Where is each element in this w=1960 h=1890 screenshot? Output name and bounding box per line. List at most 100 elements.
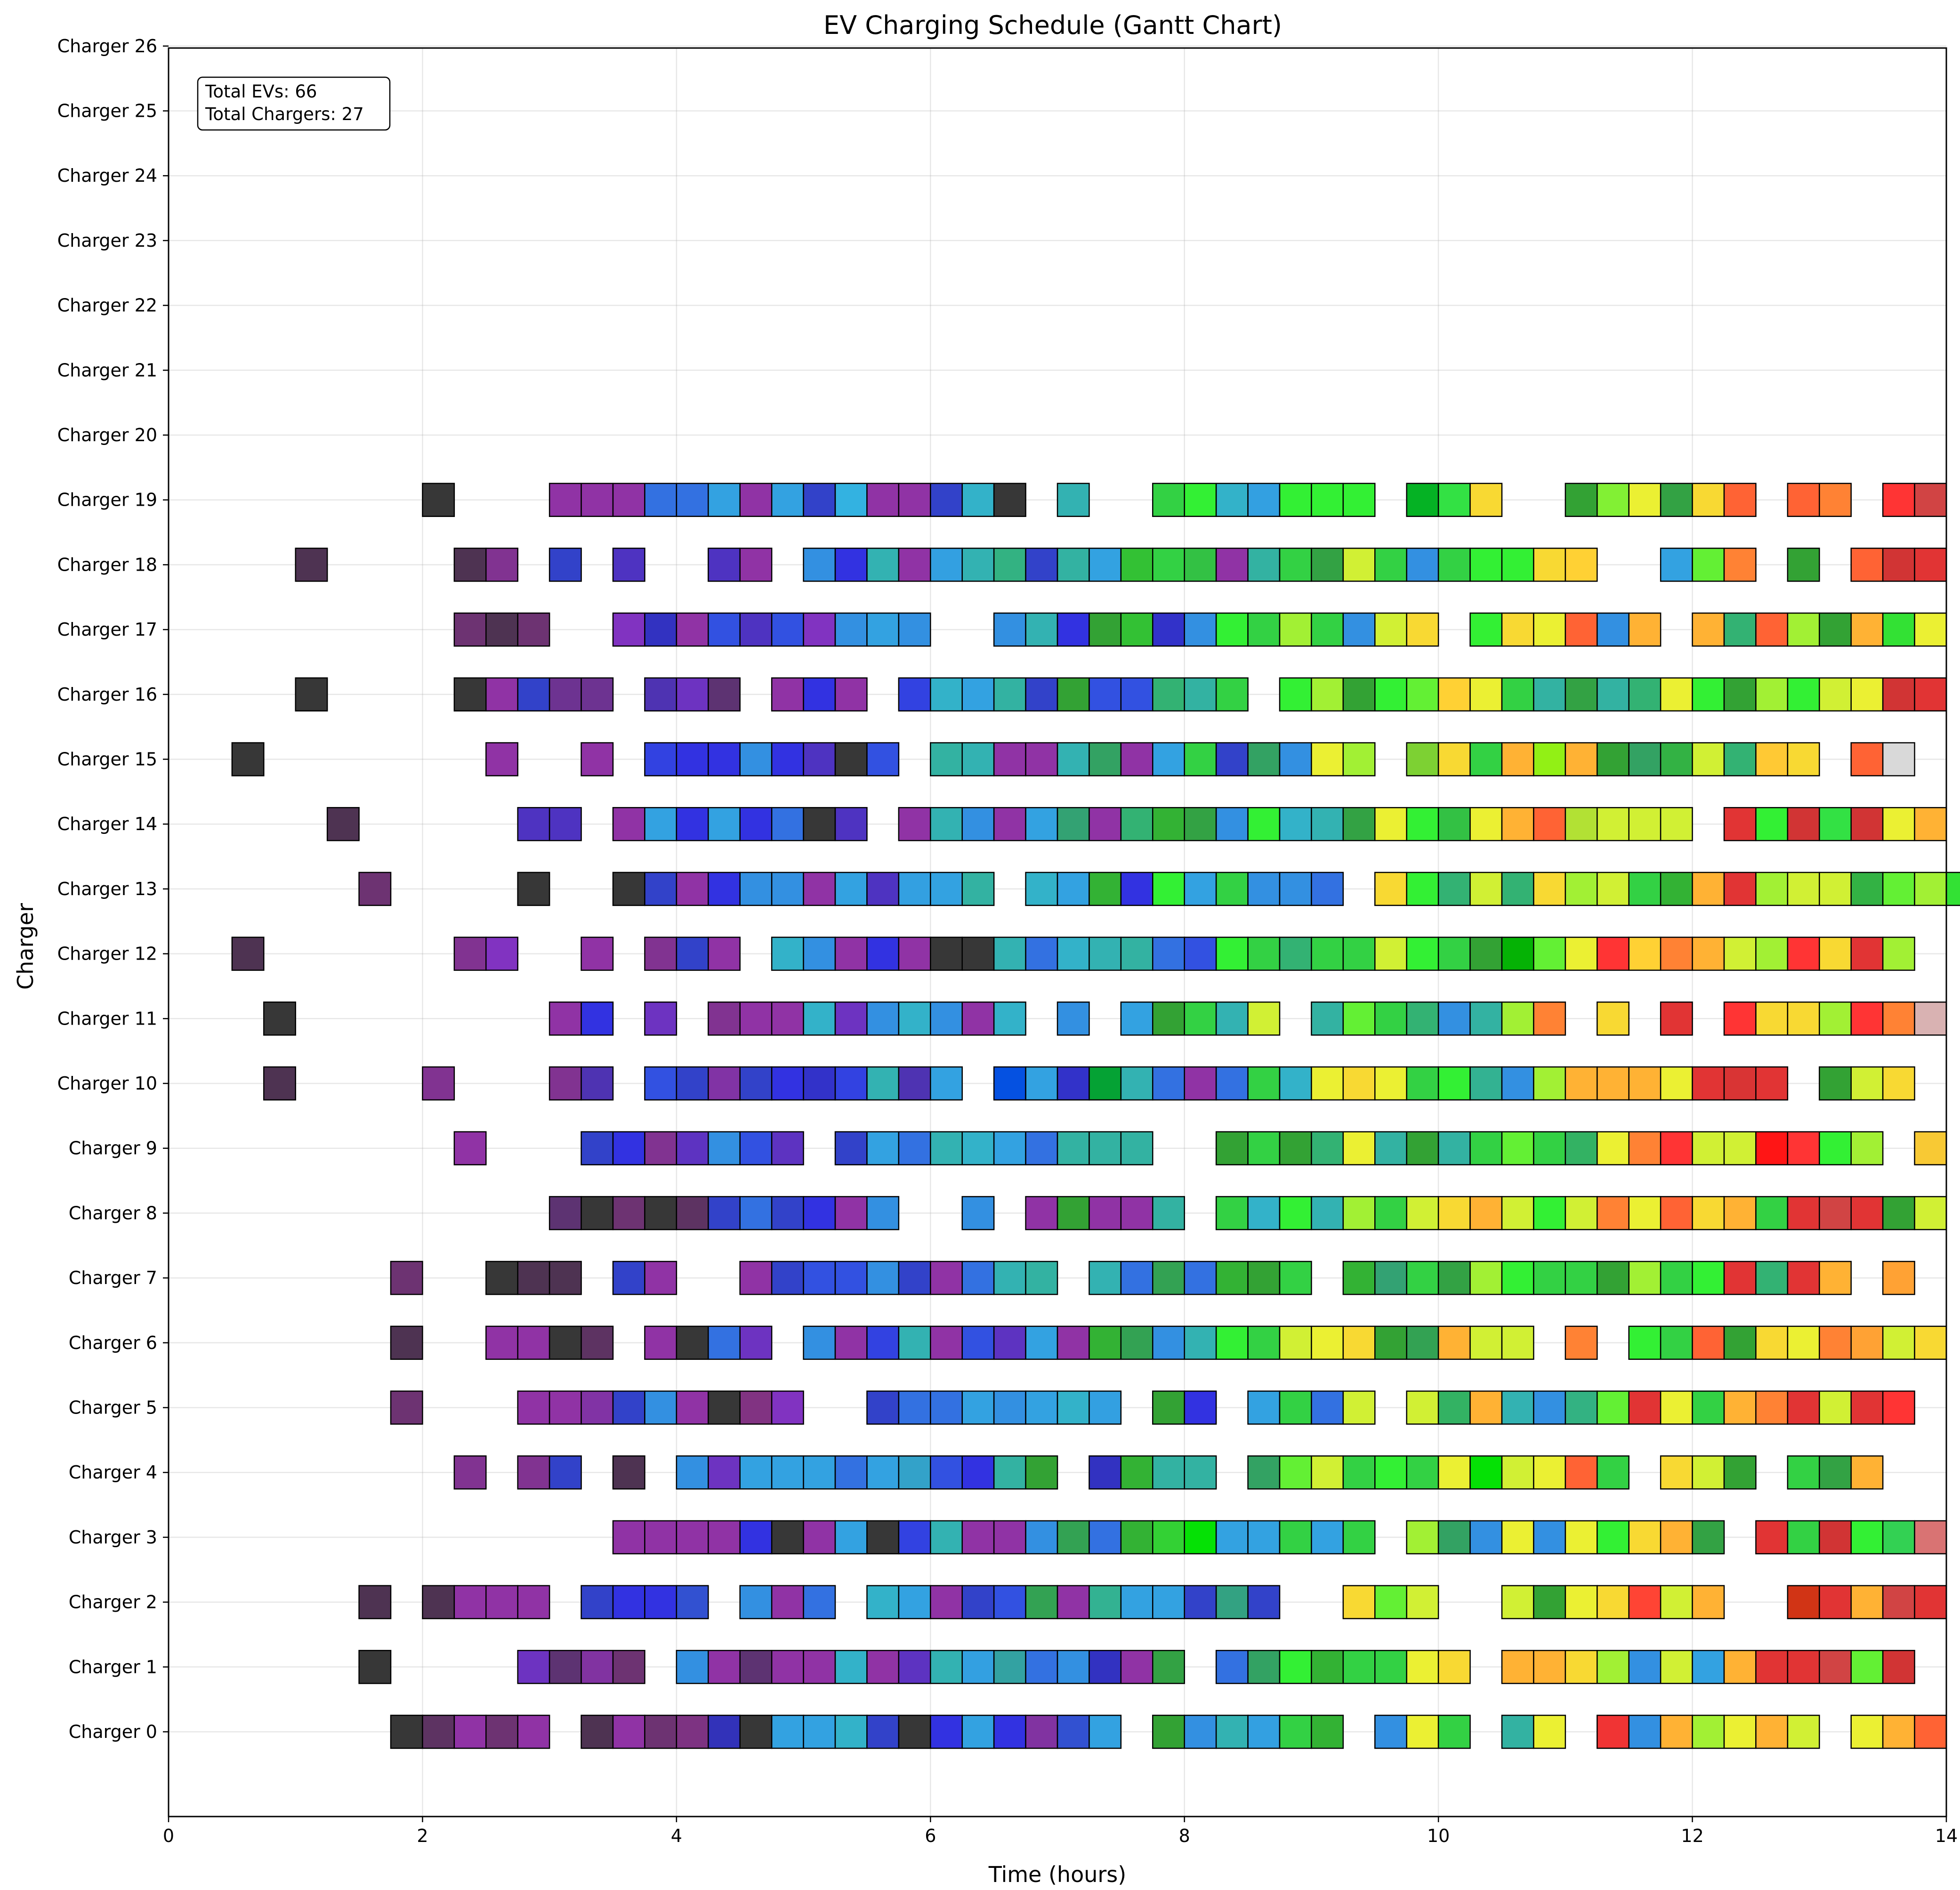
session-bar-charger-6-slot-26 [993, 1325, 1026, 1360]
session-bar-charger-6-slot-17 [708, 1325, 741, 1360]
session-bar-charger-1-slot-36 [1311, 1650, 1344, 1684]
session-bar-charger-9-slot-41 [1469, 1131, 1503, 1165]
session-bar-charger-18-slot-32 [1184, 548, 1217, 582]
session-bar-charger-17-slot-35 [1279, 612, 1312, 647]
session-bar-charger-15-slot-26 [993, 742, 1026, 776]
session-bar-charger-0-slot-9 [453, 1714, 487, 1749]
session-bar-charger-14-slot-23 [898, 807, 931, 841]
session-bar-charger-13-slot-36 [1311, 872, 1344, 906]
session-bar-charger-1-slot-12 [548, 1650, 582, 1684]
session-bar-charger-6-slot-25 [961, 1325, 995, 1360]
session-bar-charger-13-slot-50 [1755, 872, 1789, 906]
session-bar-charger-0-slot-28 [1057, 1714, 1090, 1749]
session-bar-charger-18-slot-42 [1501, 548, 1534, 582]
session-bar-charger-13-slot-44 [1565, 872, 1598, 906]
session-bar-charger-13-slot-55 [1914, 872, 1947, 906]
session-bar-charger-0-slot-43 [1533, 1714, 1566, 1749]
session-bar-charger-19-slot-41 [1469, 483, 1503, 517]
session-bar-charger-8-slot-35 [1279, 1196, 1312, 1230]
session-bar-charger-18-slot-35 [1279, 548, 1312, 582]
session-bar-charger-19-slot-17 [708, 483, 741, 517]
session-bar-charger-8-slot-48 [1692, 1196, 1725, 1230]
session-bar-charger-5-slot-39 [1406, 1390, 1439, 1425]
session-bar-charger-7-slot-54 [1882, 1260, 1915, 1295]
session-bar-charger-3-slot-50 [1755, 1520, 1789, 1555]
session-bar-charger-7-slot-38 [1374, 1260, 1407, 1295]
session-bar-charger-14-slot-41 [1469, 807, 1503, 841]
session-bar-charger-7-slot-27 [1025, 1260, 1058, 1295]
session-bar-charger-1-slot-54 [1882, 1650, 1915, 1684]
x-tick-label-6: 12 [1681, 1825, 1703, 1846]
session-bar-charger-10-slot-53 [1850, 1066, 1884, 1101]
session-bar-charger-0-slot-16 [676, 1714, 709, 1749]
session-bar-charger-4-slot-48 [1692, 1455, 1725, 1490]
session-bar-charger-18-slot-38 [1374, 548, 1407, 582]
session-bar-charger-12-slot-36 [1311, 937, 1344, 971]
session-bar-charger-13-slot-39 [1406, 872, 1439, 906]
session-bar-charger-1-slot-18 [739, 1650, 773, 1684]
session-bar-charger-14-slot-49 [1723, 807, 1757, 841]
session-bar-charger-14-slot-46 [1628, 807, 1662, 841]
session-bar-charger-5-slot-29 [1089, 1390, 1122, 1425]
y-tick-label-23: Charger 23 [57, 230, 157, 251]
session-bar-charger-5-slot-44 [1565, 1390, 1598, 1425]
session-bar-charger-0-slot-45 [1597, 1714, 1629, 1749]
session-bar-charger-4-slot-39 [1406, 1455, 1439, 1490]
session-bar-charger-10-slot-44 [1565, 1066, 1598, 1101]
session-bar-charger-13-slot-51 [1787, 872, 1820, 906]
session-bar-charger-15-slot-30 [1120, 742, 1153, 776]
session-bar-charger-5-slot-35 [1279, 1390, 1312, 1425]
session-bar-charger-17-slot-9 [453, 612, 487, 647]
session-bar-charger-13-slot-52 [1819, 872, 1852, 906]
session-bar-charger-4-slot-20 [803, 1455, 836, 1490]
session-bar-charger-2-slot-43 [1533, 1585, 1566, 1619]
session-bar-charger-5-slot-54 [1882, 1390, 1915, 1425]
session-bar-charger-16-slot-45 [1597, 677, 1629, 712]
session-bar-charger-2-slot-34 [1247, 1585, 1281, 1619]
session-bar-charger-6-slot-10 [485, 1325, 518, 1360]
session-bar-charger-7-slot-14 [612, 1260, 645, 1295]
session-bar-charger-4-slot-17 [708, 1455, 741, 1490]
session-bar-charger-4-slot-45 [1597, 1455, 1629, 1490]
session-bar-charger-4-slot-21 [834, 1455, 868, 1490]
session-bar-charger-10-slot-50 [1755, 1066, 1789, 1101]
session-bar-charger-9-slot-26 [993, 1131, 1026, 1165]
session-bar-charger-3-slot-55 [1914, 1520, 1947, 1555]
session-bar-charger-17-slot-31 [1152, 612, 1185, 647]
session-bar-charger-5-slot-26 [993, 1390, 1026, 1425]
session-bar-charger-7-slot-34 [1247, 1260, 1281, 1295]
session-bar-charger-13-slot-17 [708, 872, 741, 906]
session-bar-charger-1-slot-25 [961, 1650, 995, 1684]
session-bar-charger-6-slot-30 [1120, 1325, 1153, 1360]
session-bar-charger-13-slot-15 [644, 872, 678, 906]
session-bar-charger-17-slot-22 [866, 612, 900, 647]
session-bar-charger-7-slot-44 [1565, 1260, 1598, 1295]
session-bar-charger-0-slot-8 [422, 1714, 455, 1749]
session-bar-charger-6-slot-21 [834, 1325, 868, 1360]
session-bar-charger-7-slot-43 [1533, 1260, 1566, 1295]
session-bar-charger-15-slot-41 [1469, 742, 1503, 776]
session-bar-charger-14-slot-16 [676, 807, 709, 841]
session-bar-charger-8-slot-17 [708, 1196, 741, 1230]
session-bar-charger-11-slot-13 [581, 1002, 614, 1036]
session-bar-charger-16-slot-35 [1279, 677, 1312, 712]
session-bar-charger-15-slot-51 [1787, 742, 1820, 776]
session-bar-charger-4-slot-36 [1311, 1455, 1344, 1490]
session-bar-charger-9-slot-24 [930, 1131, 963, 1165]
session-bar-charger-10-slot-36 [1311, 1066, 1344, 1101]
session-bar-charger-9-slot-23 [898, 1131, 931, 1165]
session-bar-charger-14-slot-37 [1342, 807, 1376, 841]
session-bar-charger-16-slot-31 [1152, 677, 1185, 712]
session-bar-charger-12-slot-27 [1025, 937, 1058, 971]
session-bar-charger-6-slot-49 [1723, 1325, 1757, 1360]
session-bar-charger-7-slot-31 [1152, 1260, 1185, 1295]
session-bar-charger-11-slot-52 [1819, 1002, 1852, 1036]
session-bar-charger-14-slot-32 [1184, 807, 1217, 841]
session-bar-charger-11-slot-51 [1787, 1002, 1820, 1036]
session-bar-charger-13-slot-29 [1089, 872, 1122, 906]
session-bar-charger-2-slot-28 [1057, 1585, 1090, 1619]
session-bar-charger-8-slot-45 [1597, 1196, 1629, 1230]
session-bar-charger-12-slot-40 [1437, 937, 1471, 971]
session-bar-charger-5-slot-31 [1152, 1390, 1185, 1425]
session-bar-charger-0-slot-36 [1311, 1714, 1344, 1749]
